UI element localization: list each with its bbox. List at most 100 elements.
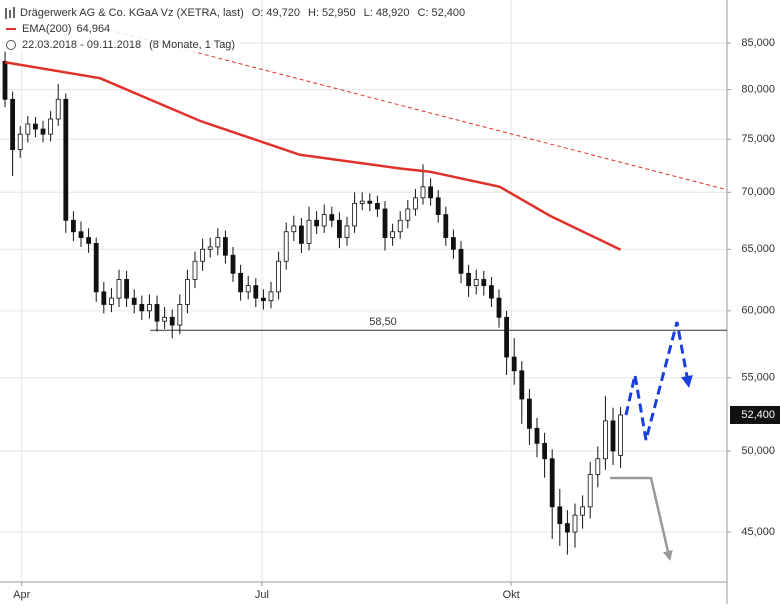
candle-body — [413, 197, 418, 210]
candle-body — [63, 98, 69, 221]
candle-body — [299, 225, 304, 244]
title: Drägerwerk AG & Co. KGaA Vz (XETRA, last… — [20, 7, 244, 19]
candle-body — [101, 291, 107, 305]
candle-body — [519, 370, 525, 400]
candle-body — [603, 420, 608, 460]
candle-body — [147, 304, 152, 312]
candle-body — [618, 414, 624, 456]
candle-body — [451, 237, 456, 250]
candle-body — [496, 297, 502, 318]
candle-body — [230, 254, 236, 274]
trendline — [109, 29, 728, 191]
candle-body — [489, 285, 494, 299]
candle-body — [527, 398, 532, 429]
quote-value: 49,720 — [266, 7, 300, 19]
candle-body — [169, 316, 175, 326]
x-tick-label: Apr — [13, 589, 30, 601]
candle-body — [542, 442, 548, 460]
candle-body — [93, 243, 99, 293]
quote-name: O: — [252, 7, 264, 19]
candle-body — [610, 420, 616, 452]
header-line: Drägerwerk AG & Co. KGaA Vz (XETRA, last… — [20, 7, 465, 19]
last-price-box — [730, 405, 780, 424]
y-tick-label: 75,000 — [741, 133, 775, 145]
candle-body — [185, 279, 190, 305]
candle-body — [238, 272, 244, 293]
candle-body — [367, 200, 373, 204]
candle-body — [200, 248, 206, 262]
candle-body — [337, 219, 342, 238]
candle-body — [25, 123, 31, 135]
candle-body — [10, 98, 16, 150]
candle-body — [55, 98, 61, 120]
candle-body — [86, 237, 92, 244]
legend: EMA(200) 64,964 — [22, 23, 110, 35]
candle-body — [420, 186, 426, 199]
legend-entry: EMA(200) — [22, 23, 72, 35]
candle-body — [458, 248, 464, 274]
legend-value: 64,964 — [77, 23, 111, 35]
candle-body — [405, 208, 411, 221]
candle-body — [154, 304, 160, 322]
quote-value: 52,400 — [432, 7, 466, 19]
x-tick-label: Jul — [255, 589, 269, 601]
candle-body — [215, 237, 221, 248]
candle-body — [268, 291, 274, 302]
y-tick-label: 85,000 — [741, 37, 775, 49]
candle-body — [283, 231, 289, 262]
candle-body — [261, 297, 266, 302]
candle-body — [314, 219, 320, 227]
y-tick-label: 65,000 — [741, 243, 775, 255]
candle-body — [245, 285, 251, 293]
candle-body — [435, 197, 441, 215]
candle-body — [466, 272, 472, 287]
period: 22.03.2018 - 09.11.2018 (8 Monate, 1 Tag) — [22, 39, 235, 51]
candle-body — [587, 474, 593, 508]
candle-body — [192, 260, 198, 280]
candle-body — [443, 214, 449, 238]
candle-body — [557, 506, 563, 524]
candle-body — [565, 523, 570, 533]
candle-body — [131, 297, 137, 305]
candle-body — [48, 118, 54, 135]
candle-body — [428, 186, 434, 199]
candle-body — [352, 202, 358, 227]
period-range: 22.03.2018 - 09.11.2018 — [22, 39, 141, 51]
candle-body — [344, 225, 350, 238]
candle-body — [40, 128, 46, 135]
candle-body — [162, 316, 168, 322]
candle-body — [291, 225, 297, 233]
candle-body — [124, 279, 130, 299]
candle-body — [329, 214, 335, 221]
x-tick-label: Okt — [503, 589, 520, 601]
quote-name: H: — [308, 7, 319, 19]
quote-value: 52,950 — [322, 7, 356, 19]
support-label: 58,50 — [369, 316, 397, 328]
quote-name: C: — [418, 7, 429, 19]
candle-body — [382, 208, 388, 238]
candle-body — [177, 304, 183, 326]
candle-body — [375, 202, 380, 210]
quote-value: 48,920 — [376, 7, 410, 19]
period-length: (8 Monate, 1 Tag) — [149, 39, 235, 51]
candle-body — [534, 427, 540, 444]
icon — [5, 7, 15, 19]
candle-body — [504, 316, 510, 358]
candle-body — [549, 458, 555, 508]
candle-body — [359, 200, 365, 204]
last-price-label: 52,400 — [741, 409, 775, 421]
candle-body — [71, 219, 76, 233]
candle-body — [397, 219, 403, 233]
candle-body — [207, 246, 213, 250]
header-bg — [0, 0, 240, 52]
candle-body — [276, 260, 282, 293]
header: Drägerwerk AG & Co. KGaA Vz (XETRA, last… — [0, 0, 465, 52]
candle-body — [321, 214, 327, 227]
candle-body — [78, 231, 84, 238]
candle-body — [116, 279, 122, 299]
candle-body — [481, 279, 487, 287]
candle-body — [511, 356, 517, 372]
quote-name: L: — [364, 7, 373, 19]
